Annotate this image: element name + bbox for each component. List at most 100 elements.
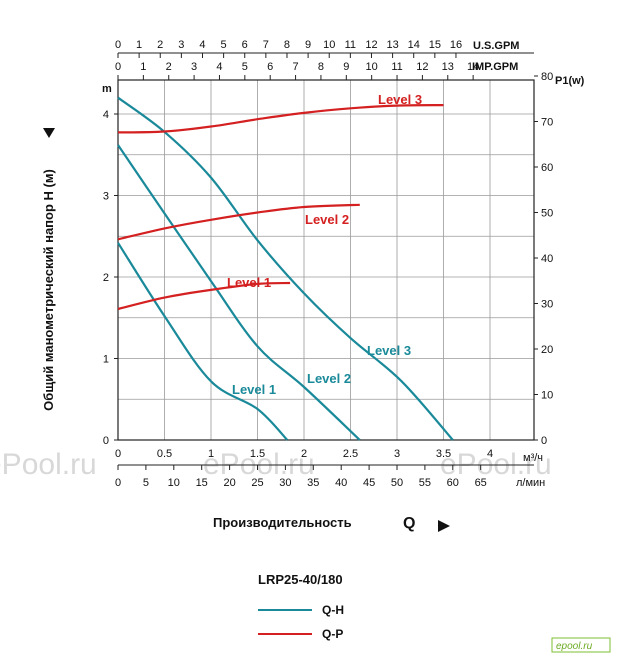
tick-impgpm-8: 8 (318, 61, 324, 73)
tick-usgpm-10: 10 (323, 39, 335, 51)
tick-usgpm-14: 14 (408, 39, 420, 51)
tick-impgpm-11: 11 (391, 61, 402, 73)
epool-logo-text: epool.ru (556, 641, 593, 652)
tick-lmin-1: 5 (143, 477, 149, 489)
tick-power-7: 70 (541, 117, 553, 129)
axis-unit-m3h: м³/ч (523, 452, 543, 464)
qp-label-2: Level 2 (305, 212, 349, 227)
qp-label-3: Level 3 (378, 92, 422, 107)
epool-logo: epool.ru (551, 637, 611, 653)
tick-power-6: 60 (541, 162, 553, 174)
tick-head-2: 2 (103, 272, 109, 284)
tick-usgpm-5: 5 (221, 39, 227, 51)
chart-title: LRP25-40/180 (258, 572, 343, 587)
qp-curve-1 (117, 281, 291, 311)
qp-curve-2 (117, 203, 360, 241)
axis-unit-usgpm: U.S.GPM (473, 40, 519, 52)
y-axis-arrow-icon (43, 128, 55, 138)
tick-m3h-6: 3 (394, 448, 400, 460)
chart-grid (118, 80, 534, 440)
qh-label-2: Level 2 (307, 371, 351, 386)
tick-lmin-9: 45 (363, 477, 375, 489)
x-axis-symbol: Q (403, 515, 415, 532)
axis-labels: U.S.GPM IMP.GPM m P1(w) м³/ч л/мин Общий… (41, 40, 585, 587)
tick-usgpm-16: 16 (450, 39, 462, 51)
tick-usgpm-2: 2 (157, 39, 163, 51)
tick-head-4: 4 (103, 109, 109, 121)
plot-frame (117, 79, 535, 441)
tick-usgpm-9: 9 (305, 39, 311, 51)
tick-head-0: 0 (103, 435, 109, 447)
tick-power-5: 50 (541, 208, 553, 220)
tick-m3h-0: 0 (115, 448, 121, 460)
tick-lmin-11: 55 (419, 477, 431, 489)
tick-impgpm-12: 12 (416, 61, 428, 73)
tick-lmin-7: 35 (307, 477, 319, 489)
tick-power-3: 30 (541, 299, 553, 311)
tick-usgpm-1: 1 (136, 39, 142, 51)
tick-lmin-10: 50 (391, 477, 403, 489)
legend-label-1: Q-H (322, 603, 344, 617)
axis-unit-m: m (102, 83, 112, 95)
tick-impgpm-6: 6 (267, 61, 273, 73)
tick-usgpm-8: 8 (284, 39, 290, 51)
tick-power-4: 40 (541, 253, 553, 265)
tick-impgpm-5: 5 (242, 61, 248, 73)
tick-usgpm-15: 15 (429, 39, 441, 51)
tick-lmin-5: 25 (251, 477, 263, 489)
tick-usgpm-7: 7 (263, 39, 269, 51)
tick-impgpm-0: 0 (115, 61, 121, 73)
tick-impgpm-2: 2 (166, 61, 172, 73)
legend: Q-H Q-P (258, 603, 344, 641)
qh-curve-3 (117, 96, 454, 441)
tick-lmin-13: 65 (475, 477, 487, 489)
tick-lmin-0: 0 (115, 477, 121, 489)
tick-m3h-8: 4 (487, 448, 493, 460)
tick-m3h-1: 0.5 (157, 448, 172, 460)
tick-usgpm-6: 6 (242, 39, 248, 51)
qh-curve-2 (117, 144, 361, 441)
tick-impgpm-14: 14 (467, 61, 479, 73)
tick-impgpm-4: 4 (216, 61, 222, 73)
y-axis-title: Общий манометрический напор Н (м) (41, 169, 56, 411)
tick-usgpm-0: 0 (115, 39, 121, 51)
x-axis-arrow-icon (438, 520, 450, 532)
legend-label-2: Q-P (322, 627, 343, 641)
qh-curve-1 (117, 242, 289, 441)
x-axis-title: Производительность (213, 515, 352, 530)
tick-usgpm-3: 3 (178, 39, 184, 51)
tick-m3h-5: 2.5 (343, 448, 358, 460)
tick-power-1: 10 (541, 390, 553, 402)
tick-impgpm-9: 9 (343, 61, 349, 73)
tick-m3h-7: 3.5 (436, 448, 451, 460)
qh-label-1: Level 1 (232, 382, 276, 397)
tick-lmin-4: 20 (223, 477, 235, 489)
tick-head-1: 1 (103, 354, 109, 366)
axis-unit-impgpm: IMP.GPM (472, 61, 518, 73)
tick-head-3: 3 (103, 191, 109, 203)
tick-power-0: 0 (541, 435, 547, 447)
tick-lmin-3: 15 (196, 477, 208, 489)
tick-usgpm-4: 4 (199, 39, 205, 51)
tick-power-2: 20 (541, 344, 553, 356)
qp-curve-3 (117, 104, 444, 134)
axis-unit-power: P1(w) (555, 75, 585, 87)
tick-impgpm-13: 13 (442, 61, 454, 73)
qh-label-3: Level 3 (367, 343, 411, 358)
watermark-1: ePool.ru (0, 448, 97, 481)
tick-m3h-2: 1 (208, 448, 214, 460)
tick-impgpm-10: 10 (366, 61, 378, 73)
chart-series: Level 1 Level 2 Level 3 Level 1 Level 2 Level… (117, 92, 454, 441)
qp-label-1: Level 1 (227, 275, 271, 290)
tick-usgpm-12: 12 (365, 39, 377, 51)
axis-unit-lmin: л/мин (516, 477, 545, 489)
tick-usgpm-13: 13 (386, 39, 398, 51)
tick-m3h-3: 1.5 (250, 448, 265, 460)
tick-lmin-2: 10 (168, 477, 180, 489)
tick-impgpm-7: 7 (293, 61, 299, 73)
tick-m3h-4: 2 (301, 448, 307, 460)
tick-impgpm-1: 1 (140, 61, 146, 73)
tick-lmin-8: 40 (335, 477, 347, 489)
